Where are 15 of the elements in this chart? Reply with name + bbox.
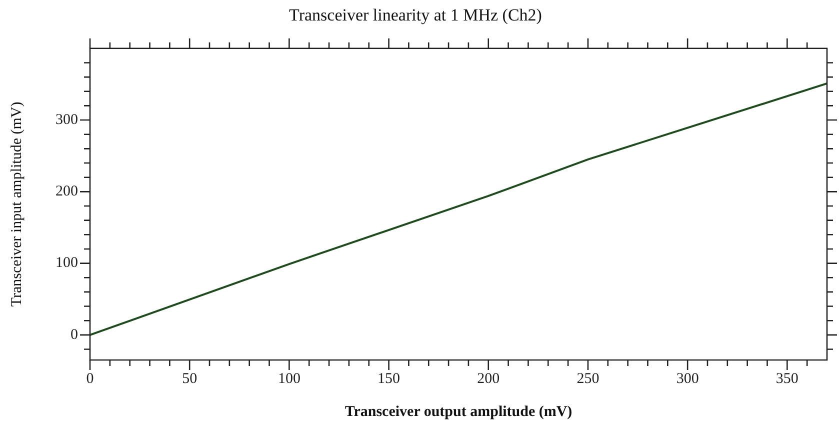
x-tick-label: 250 — [576, 370, 600, 387]
x-tick-label: 100 — [278, 370, 300, 387]
y-tick-label: 0 — [70, 326, 78, 343]
y-axis-title: Transceiver input amplitude (mV) — [8, 102, 25, 307]
x-tick-label: 50 — [182, 370, 198, 387]
y-tick-label: 100 — [56, 255, 78, 272]
y-tick-label: 300 — [56, 112, 78, 128]
x-axis-title: Transceiver output amplitude (mV) — [344, 404, 572, 420]
x-tick-label: 200 — [477, 370, 500, 387]
x-tick-label: 0 — [86, 370, 94, 387]
x-tick-label: 150 — [378, 370, 400, 387]
x-tick-label: 300 — [676, 370, 699, 387]
x-tick-label: 350 — [776, 370, 798, 387]
chart-title: Transceiver linearity at 1 MHz (Ch2) — [289, 6, 542, 25]
y-tick-label: 200 — [56, 184, 78, 200]
